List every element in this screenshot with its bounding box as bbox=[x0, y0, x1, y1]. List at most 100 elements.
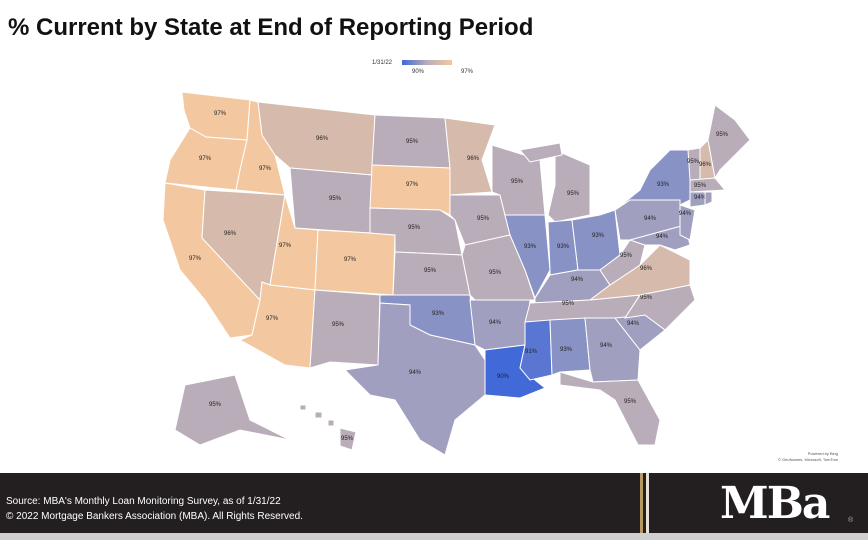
state-value-label: 95% bbox=[562, 301, 575, 307]
state-value-label: 94% bbox=[600, 343, 613, 349]
state-ms[interactable]: 91% bbox=[519, 319, 553, 381]
state-shape[interactable] bbox=[707, 104, 751, 180]
state-value-label: 95% bbox=[477, 216, 490, 222]
state-ri[interactable] bbox=[704, 191, 713, 206]
state-value-label: 93% bbox=[524, 244, 537, 250]
state-value-label: 96% bbox=[699, 162, 712, 168]
page-title: % Current by State at End of Reporting P… bbox=[8, 14, 534, 41]
copyright-text: © 2022 Mortgage Bankers Association (MBA… bbox=[6, 511, 303, 522]
state-value-label: 97% bbox=[259, 166, 272, 172]
state-shape[interactable] bbox=[339, 427, 357, 451]
state-shape[interactable] bbox=[588, 244, 691, 301]
state-value-label: 94% bbox=[489, 320, 502, 326]
state-value-label: 94% bbox=[679, 211, 692, 217]
state-shape[interactable] bbox=[314, 411, 323, 419]
state-me[interactable]: 95% bbox=[707, 104, 751, 180]
state-ak[interactable]: 95% bbox=[174, 374, 291, 446]
state-value-label: 95% bbox=[329, 196, 342, 202]
state-shape[interactable] bbox=[519, 142, 563, 163]
state-value-label: 94% bbox=[694, 195, 707, 201]
state-shape[interactable] bbox=[689, 177, 727, 193]
state-value-label: 95% bbox=[620, 253, 633, 259]
state-fl[interactable]: 95% bbox=[559, 371, 661, 446]
state-ks[interactable]: 95% bbox=[392, 251, 471, 296]
state-shape[interactable] bbox=[174, 374, 291, 446]
state-shape[interactable] bbox=[559, 371, 661, 446]
footer bbox=[0, 473, 868, 533]
state-value-label: 94% bbox=[644, 216, 657, 222]
state-value-label: 94% bbox=[571, 277, 584, 283]
state-value-label: 95% bbox=[716, 132, 729, 138]
state-value-label: 95% bbox=[408, 225, 421, 231]
state-nj[interactable]: 94% bbox=[679, 204, 696, 241]
gold-stripe bbox=[640, 473, 643, 533]
state-value-label: 95% bbox=[640, 295, 653, 301]
state-value-label: 95% bbox=[209, 402, 222, 408]
state-value-label: 93% bbox=[592, 233, 605, 239]
registered-mark: ® bbox=[848, 517, 854, 524]
state-value-label: 97% bbox=[199, 156, 212, 162]
map-credit: Powered by Bing © GeoNames, Microsoft, T… bbox=[778, 451, 838, 463]
legend-date: 1/31/22 bbox=[372, 60, 393, 66]
state-shape[interactable] bbox=[549, 317, 591, 376]
state-value-label: 91% bbox=[525, 349, 538, 355]
state-value-label: 97% bbox=[344, 257, 357, 263]
state-mn[interactable]: 96% bbox=[444, 117, 496, 196]
state-nm[interactable]: 95% bbox=[309, 289, 381, 369]
state-shape[interactable] bbox=[299, 404, 307, 411]
state-shape[interactable] bbox=[547, 149, 591, 223]
state-shape[interactable] bbox=[369, 164, 451, 216]
state-nd[interactable]: 95% bbox=[371, 114, 451, 169]
state-value-label: 97% bbox=[189, 256, 202, 262]
state-ma[interactable]: 95% bbox=[689, 177, 727, 193]
state-al[interactable]: 93% bbox=[549, 317, 591, 376]
legend-min: 90% bbox=[412, 69, 425, 75]
state-value-label: 95% bbox=[406, 139, 419, 145]
us-map: 97% 97% 97% 97% 96% 96% 95% 97% 97% 97% … bbox=[162, 91, 751, 456]
state-sd[interactable]: 97% bbox=[369, 164, 451, 216]
state-shape[interactable] bbox=[679, 204, 696, 241]
state-ct[interactable]: 94% bbox=[689, 191, 707, 208]
state-value-label: 97% bbox=[279, 243, 292, 249]
state-value-label: 97% bbox=[406, 182, 419, 188]
state-shape[interactable] bbox=[704, 191, 713, 206]
credit-line: © GeoNames, Microsoft, TomTom bbox=[778, 457, 838, 462]
state-mi[interactable]: 95% bbox=[519, 142, 591, 223]
state-value-label: 93% bbox=[560, 347, 573, 353]
state-tx[interactable]: 94% bbox=[343, 302, 486, 456]
state-value-label: 95% bbox=[341, 436, 354, 442]
state-value-label: 95% bbox=[687, 159, 700, 165]
white-stripe bbox=[646, 473, 649, 533]
state-value-label: 94% bbox=[627, 321, 640, 327]
state-va[interactable]: 96% bbox=[588, 244, 691, 301]
footer-strip bbox=[0, 533, 868, 540]
legend-max: 97% bbox=[461, 69, 474, 75]
state-shape[interactable] bbox=[343, 302, 486, 456]
state-value-label: 93% bbox=[657, 182, 670, 188]
state-shape[interactable] bbox=[309, 289, 381, 369]
state-value-label: 95% bbox=[624, 399, 637, 405]
state-shape[interactable] bbox=[327, 419, 335, 427]
state-value-label: 93% bbox=[557, 244, 570, 250]
credit-line: Powered by Bing bbox=[807, 451, 838, 456]
state-ar[interactable]: 94% bbox=[469, 299, 531, 351]
source-text: Source: MBA's Monthly Loan Monitoring Su… bbox=[6, 496, 281, 507]
state-value-label: 94% bbox=[409, 370, 422, 376]
state-value-label: 95% bbox=[567, 191, 580, 197]
state-wy[interactable]: 95% bbox=[289, 167, 373, 234]
state-value-label: 96% bbox=[316, 136, 329, 142]
mba-logo: MBa bbox=[720, 478, 830, 529]
state-value-label: 93% bbox=[432, 311, 445, 317]
state-value-label: 97% bbox=[266, 316, 279, 322]
state-hi[interactable]: 95% bbox=[299, 404, 357, 451]
state-value-label: 96% bbox=[467, 156, 480, 162]
state-value-label: 94% bbox=[656, 234, 669, 240]
state-value-label: 96% bbox=[640, 266, 653, 272]
state-value-label: 95% bbox=[511, 179, 524, 185]
state-value-label: 95% bbox=[424, 268, 437, 274]
footer-text: Source: MBA's Monthly Loan Monitoring Su… bbox=[6, 494, 303, 524]
state-co[interactable]: 97% bbox=[314, 229, 396, 296]
state-value-label: 96% bbox=[224, 231, 237, 237]
state-value-label: 90% bbox=[497, 374, 510, 380]
state-value-label: 95% bbox=[332, 322, 345, 328]
